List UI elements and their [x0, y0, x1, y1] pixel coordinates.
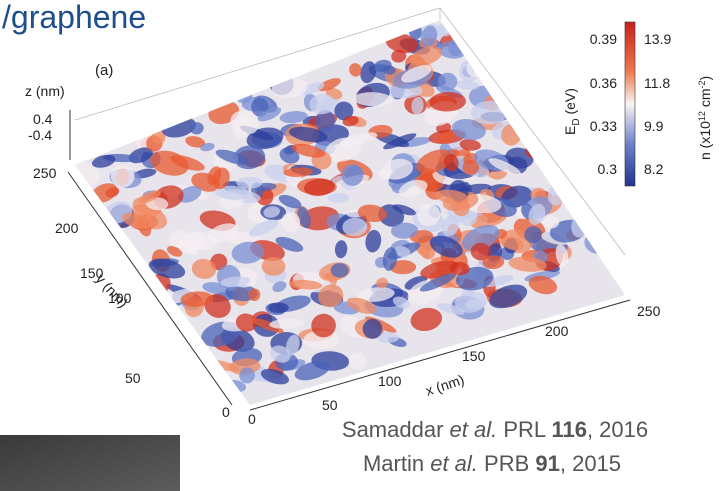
colorbar-tick-label: 9.9 — [644, 118, 664, 134]
y-tick-label: 50 — [125, 370, 141, 386]
z-tick-label: -0.4 — [28, 127, 52, 143]
x-tick-label: 50 — [322, 397, 338, 413]
surface-patch — [525, 143, 541, 159]
x-axis-label: x (nm) — [424, 371, 467, 398]
panel-label: (a) — [95, 62, 113, 79]
colorbar — [625, 22, 635, 186]
x-tick-label: 100 — [378, 373, 402, 389]
image-fragment — [0, 435, 180, 491]
y-tick-label: 250 — [33, 165, 57, 181]
colorbar-tick-label: 0.33 — [590, 118, 617, 134]
y-tick-label: 0 — [222, 404, 230, 420]
x-tick-label: 0 — [248, 411, 256, 427]
citation: Martin et al. PRB 91, 2015 — [363, 451, 621, 476]
slide-title: /graphene — [2, 0, 146, 35]
slide: /graphene (a) z (nm) 0.4 -0.4 250 200 15… — [0, 0, 725, 491]
colorbar-right-label: n (x1012 cm-2) — [697, 76, 713, 160]
colorbar-tick-label: 0.3 — [598, 161, 618, 177]
colorbar-left-label: ED (eV) — [562, 88, 582, 135]
colorbar-tick-label: 0.39 — [590, 31, 617, 47]
z-axis-label: z (nm) — [25, 83, 65, 99]
x-tick-label: 250 — [637, 303, 661, 319]
z-tick-label: 0.4 — [33, 111, 53, 127]
colorbar-tick-label: 8.2 — [644, 161, 664, 177]
citation: Samaddar et al. PRL 116, 2016 — [342, 417, 648, 442]
colorbar-tick-label: 13.9 — [644, 31, 671, 47]
surface-patch — [331, 263, 349, 278]
colorbar-tick-label: 0.36 — [590, 75, 617, 91]
y-tick-label: 200 — [55, 220, 79, 236]
surface-patch — [268, 302, 289, 313]
surface-patch — [262, 257, 286, 276]
x-tick-label: 150 — [462, 348, 486, 364]
colorbar-tick-label: 11.8 — [644, 75, 670, 91]
x-tick-label: 200 — [545, 323, 569, 339]
